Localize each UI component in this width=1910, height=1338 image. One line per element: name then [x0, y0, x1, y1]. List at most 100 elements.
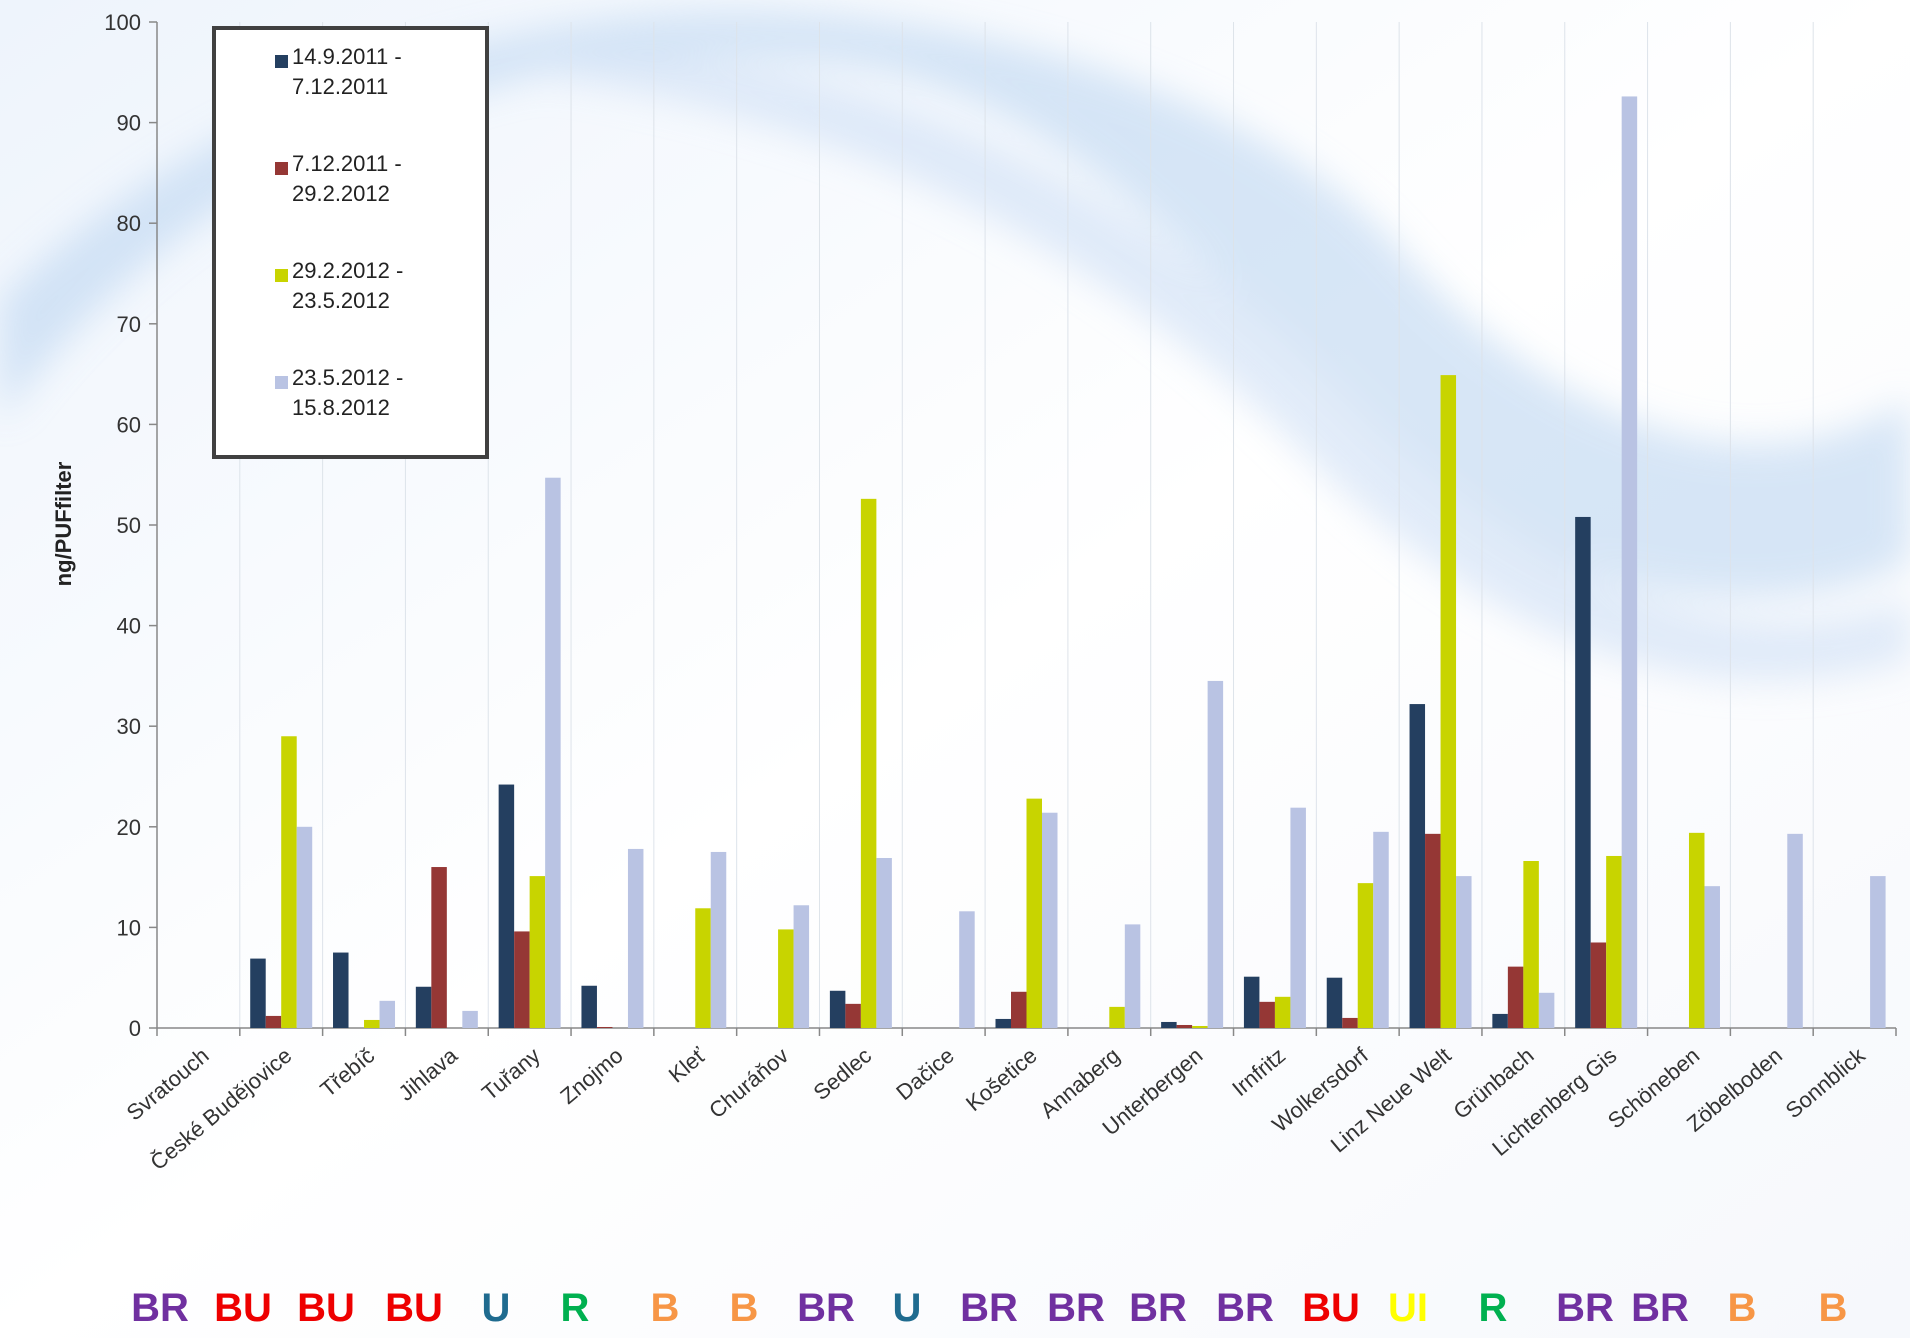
bar [1192, 1025, 1208, 1028]
bar [1326, 977, 1343, 1028]
site-codes: BR BU BU BU U R B B BR U BR BR BR BR BU UI R BR BR B B [131, 1286, 1847, 1330]
bar [1621, 96, 1638, 1029]
site-code: BU [385, 1286, 443, 1330]
bar [1688, 832, 1705, 1028]
bar [431, 867, 447, 1028]
site-code: BR [797, 1286, 855, 1330]
bar [415, 986, 432, 1028]
bar [710, 851, 727, 1028]
bar [265, 1015, 282, 1028]
bar [829, 990, 846, 1028]
y-axis-label: ng/PUFfilter [51, 461, 76, 586]
bar [1274, 996, 1291, 1028]
bar [1243, 976, 1260, 1028]
bar [1870, 876, 1886, 1028]
site-code: BR [1216, 1286, 1274, 1330]
bar [1342, 1017, 1358, 1028]
bar [529, 876, 546, 1028]
bar [876, 857, 892, 1028]
site-code: BU [214, 1286, 272, 1330]
legend-swatch [275, 376, 288, 389]
legend-label: 14.9.2011 - 7.12.2011 [292, 44, 402, 99]
bar [778, 929, 794, 1028]
legend [212, 26, 489, 459]
y-tick-label: 30 [117, 714, 141, 739]
y-tick-label: 10 [117, 915, 141, 940]
site-code: R [561, 1286, 590, 1330]
legend-items: 14.9.2011 - 7.12.2011 7.12.2011 - 29.2.20… [275, 44, 404, 420]
y-tick-label: 90 [117, 111, 141, 136]
bar [1538, 992, 1555, 1028]
bar [1523, 861, 1539, 1028]
site-code: B [1819, 1286, 1848, 1330]
site-code: BR [131, 1286, 189, 1330]
bar [498, 784, 515, 1028]
bar [1026, 798, 1042, 1028]
site-code: BR [960, 1286, 1018, 1330]
bar [296, 826, 313, 1028]
site-code: BU [297, 1286, 355, 1330]
bar [281, 736, 297, 1028]
bar [860, 498, 877, 1028]
site-code: UI [1388, 1286, 1428, 1330]
y-tick-label: 100 [104, 10, 141, 35]
bar [1575, 516, 1591, 1028]
background-waves [0, 11, 1910, 681]
legend-label-box: 23.5.2012 - 15.8.2012 [292, 365, 404, 420]
bar [1456, 876, 1472, 1028]
bar [793, 905, 810, 1028]
legend-label: 29.2.2012 - 23.5.2012 [292, 258, 404, 313]
site-code: U [893, 1286, 922, 1330]
bar [250, 958, 266, 1028]
bar [1590, 942, 1607, 1028]
bar [1161, 1021, 1177, 1028]
y-tick-label: 60 [117, 412, 141, 437]
bar [627, 848, 644, 1028]
site-code: B [730, 1286, 759, 1330]
bar [462, 1010, 478, 1028]
site-code: BR [1556, 1286, 1614, 1330]
y-tick-label: 50 [117, 513, 141, 538]
bar [1357, 883, 1374, 1028]
bar [1290, 807, 1306, 1028]
bar [1207, 680, 1224, 1028]
bar [596, 1026, 613, 1028]
bar [581, 985, 597, 1028]
legend-label-box: 29.2.2012 - 23.5.2012 [292, 258, 404, 313]
bar [1787, 833, 1803, 1028]
bar [1011, 991, 1027, 1028]
bar [1440, 375, 1457, 1029]
site-code: BR [1047, 1286, 1105, 1330]
legend-swatch [275, 162, 288, 175]
bar [1124, 924, 1141, 1028]
y-tick-label: 40 [117, 614, 141, 639]
bar [364, 1019, 380, 1028]
bar [1704, 886, 1720, 1028]
legend-label-box: 14.9.2011 - 7.12.2011 [292, 44, 402, 99]
bar [333, 952, 349, 1028]
site-code: B [1728, 1286, 1757, 1330]
bar [545, 477, 561, 1028]
site-code: BU [1302, 1286, 1360, 1330]
y-tick-label: 70 [117, 312, 141, 337]
site-code: U [482, 1286, 511, 1330]
bar [1425, 833, 1441, 1028]
y-tick-label: 80 [117, 211, 141, 236]
site-code: B [651, 1286, 680, 1330]
bar [1176, 1024, 1193, 1028]
bar [1373, 831, 1389, 1028]
bar [514, 931, 530, 1028]
bar [695, 908, 711, 1028]
bar [379, 1000, 396, 1028]
bar [1259, 1001, 1275, 1028]
y-tick-label: 0 [129, 1016, 141, 1041]
site-code: R [1479, 1286, 1508, 1330]
y-tick-label: 20 [117, 815, 141, 840]
legend-swatch [275, 269, 288, 282]
bar [995, 1018, 1011, 1028]
legend-label-box: 7.12.2011 - 29.2.2012 [292, 151, 402, 206]
legend-label: 23.5.2012 - 15.8.2012 [292, 365, 404, 420]
bar [845, 1003, 861, 1028]
legend-swatch [275, 55, 288, 68]
